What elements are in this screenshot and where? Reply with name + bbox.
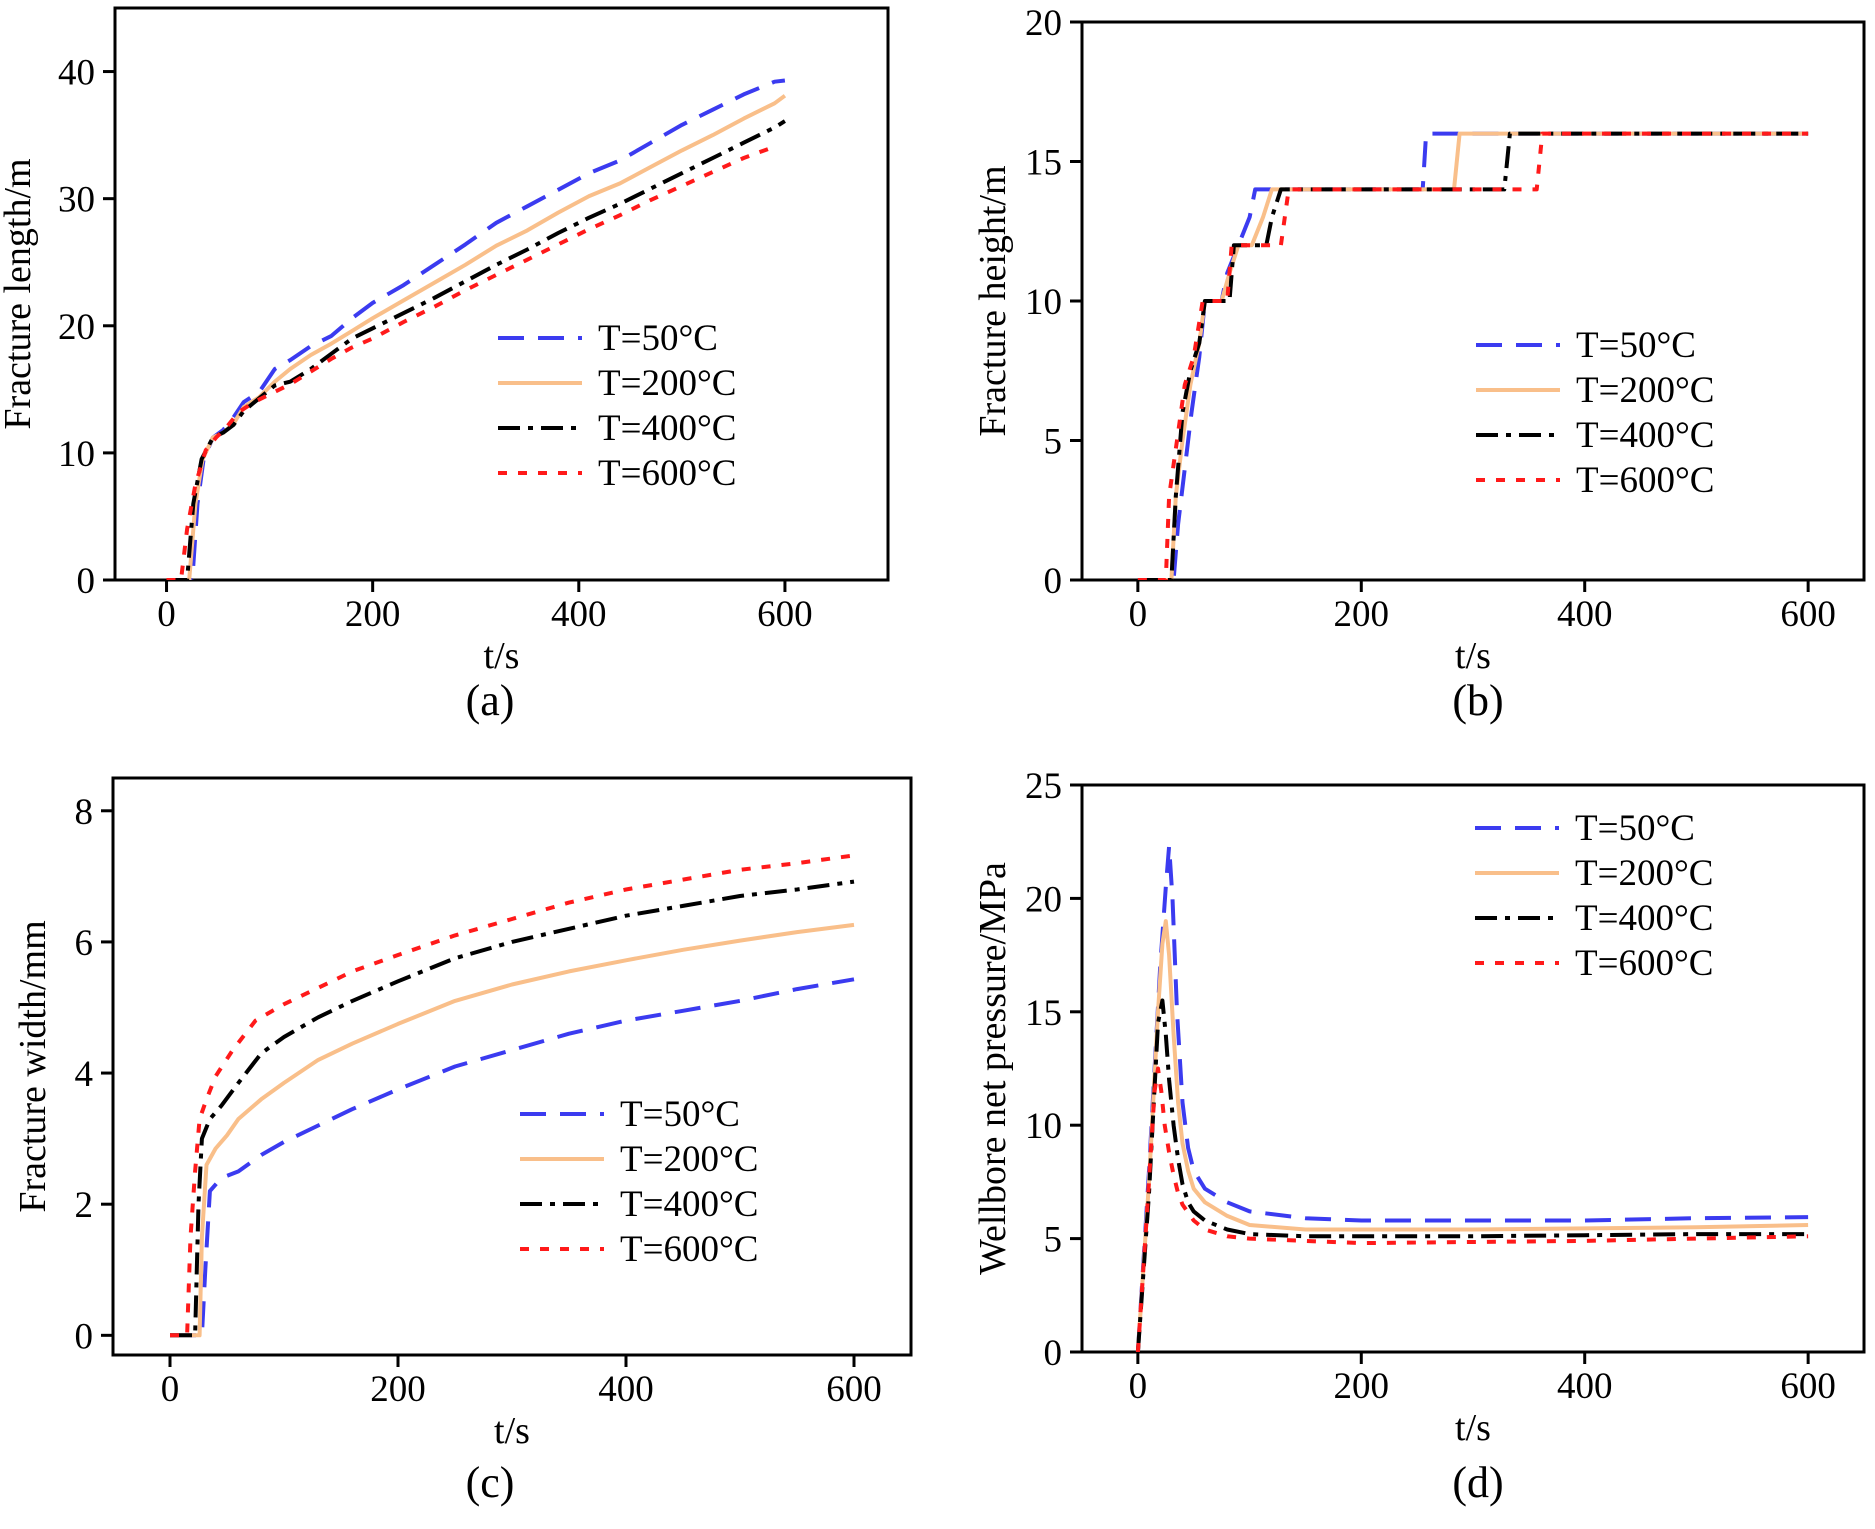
series-group <box>166 78 787 580</box>
plot-frame <box>113 6 890 582</box>
y-tick-label: 0 <box>1044 1333 1063 1374</box>
y-tick-label: 4 <box>75 1054 94 1095</box>
x-tick-label: 600 <box>757 594 813 635</box>
legend-label: T=50°C <box>1575 808 1695 849</box>
y-axis-title: Fracture length/m <box>0 158 39 429</box>
y-tick-label: 5 <box>1044 1220 1063 1261</box>
y-tick-label: 20 <box>58 307 95 348</box>
y-tick-label: 5 <box>1044 422 1063 463</box>
legend: T=50°CT=200°CT=400°CT=600°C <box>1476 325 1714 501</box>
legend-label: T=200°C <box>1576 370 1714 411</box>
y-tick-label: 10 <box>58 434 95 475</box>
series-line-400c <box>170 879 855 1338</box>
y-tick-label: 0 <box>75 1316 94 1357</box>
series-line-200c <box>1135 919 1809 1352</box>
x-axis-title: t/s <box>484 635 520 677</box>
series-line-600c <box>166 144 776 580</box>
legend-label: T=600°C <box>598 453 736 494</box>
y-tick-label: 30 <box>58 180 95 221</box>
x-tick-label: 400 <box>598 1369 654 1410</box>
legend-label: T=200°C <box>620 1139 758 1180</box>
legend-label: T=50°C <box>1576 325 1696 366</box>
y-tick-label: 0 <box>1044 561 1063 602</box>
legend-label: T=400°C <box>1575 898 1713 939</box>
y-tick-label: 20 <box>1025 3 1062 44</box>
y-tick-label: 10 <box>1025 282 1062 323</box>
x-tick-label: 200 <box>1334 594 1390 635</box>
y-tick-label: 2 <box>75 1185 94 1226</box>
y-tick-label: 10 <box>1025 1106 1062 1147</box>
legend-label: T=50°C <box>620 1094 740 1135</box>
legend-label: T=50°C <box>598 318 718 359</box>
panel-label: (a) <box>466 676 515 725</box>
legend-label: T=200°C <box>1575 853 1713 894</box>
y-tick-label: 15 <box>1025 143 1062 184</box>
legend-label: T=400°C <box>620 1184 758 1225</box>
series-line-200c <box>1137 131 1809 580</box>
y-tick-label: 40 <box>58 53 95 94</box>
panel-label: (d) <box>1452 1458 1503 1507</box>
y-tick-label: 8 <box>75 792 94 833</box>
series-group <box>170 853 855 1338</box>
series-line-400c <box>1135 998 1809 1352</box>
x-tick-label: 400 <box>1557 594 1613 635</box>
legend: T=50°CT=200°CT=400°CT=600°C <box>520 1094 758 1270</box>
y-tick-label: 20 <box>1025 879 1062 920</box>
x-tick-label: 200 <box>345 594 401 635</box>
legend-label: T=600°C <box>1576 460 1714 501</box>
x-axis-title: t/s <box>494 1410 530 1452</box>
x-tick-label: 0 <box>1129 594 1148 635</box>
y-tick-label: 0 <box>77 561 96 602</box>
x-tick-label: 0 <box>1129 1366 1148 1407</box>
y-axis-title: Fracture height/m <box>972 165 1014 436</box>
legend-label: T=200°C <box>598 363 736 404</box>
series-line-600c <box>1137 131 1809 580</box>
series-line-400c <box>1137 131 1809 580</box>
series-line-50c <box>1135 844 1809 1352</box>
legend-label: T=600°C <box>1575 943 1713 984</box>
series-line-200c <box>170 922 855 1338</box>
y-tick-label: 25 <box>1025 766 1062 807</box>
panel-label: (c) <box>466 1458 515 1507</box>
x-axis-title: t/s <box>1455 1407 1491 1449</box>
y-axis-title: Wellbore net pressure/MPa <box>972 862 1014 1275</box>
x-tick-label: 0 <box>157 594 176 635</box>
y-tick-label: 15 <box>1025 993 1062 1034</box>
x-tick-label: 600 <box>1780 1366 1836 1407</box>
legend-label: T=400°C <box>1576 415 1714 456</box>
plot-frame <box>1080 20 1866 582</box>
chart-panel-c: 0 200 400 600 0 2 4 6 8 t/s Fracture width/mm T=50°… <box>12 776 913 1507</box>
series-line-50c <box>170 977 855 1338</box>
series-line-50c <box>1137 131 1809 580</box>
legend: T=50°CT=200°CT=400°CT=600°C <box>1475 808 1713 984</box>
chart-panel-a: 0 200 400 600 0 10 20 30 40 t/s Fracture length/m T… <box>0 6 890 725</box>
x-tick-label: 600 <box>826 1369 882 1410</box>
legend-label: T=400°C <box>598 408 736 449</box>
y-axis-title: Fracture width/mm <box>12 920 54 1212</box>
chart-panel-b: 0 200 400 600 0 5 10 15 20 t/s Fracture height/m T=… <box>972 3 1866 725</box>
series-line-600c <box>170 853 855 1338</box>
legend-label: T=600°C <box>620 1229 758 1270</box>
series-group <box>1137 131 1809 580</box>
x-tick-label: 200 <box>1334 1366 1390 1407</box>
y-tick-label: 6 <box>75 923 94 964</box>
series-line-600c <box>1135 1066 1809 1352</box>
panel-label: (b) <box>1452 676 1503 725</box>
chart-panel-d: 0 200 400 600 0 5 10 15 20 25 t/s Wellbore net pres… <box>972 766 1866 1507</box>
plot-frame <box>111 776 913 1357</box>
x-tick-label: 0 <box>161 1369 180 1410</box>
legend: T=50°CT=200°CT=400°CT=600°C <box>498 318 736 494</box>
plot-frame <box>1080 783 1866 1354</box>
x-tick-label: 400 <box>551 594 607 635</box>
x-tick-label: 200 <box>370 1369 426 1410</box>
series-group <box>1135 844 1809 1352</box>
x-tick-label: 400 <box>1557 1366 1613 1407</box>
x-tick-label: 600 <box>1780 594 1836 635</box>
x-axis-title: t/s <box>1455 635 1491 677</box>
